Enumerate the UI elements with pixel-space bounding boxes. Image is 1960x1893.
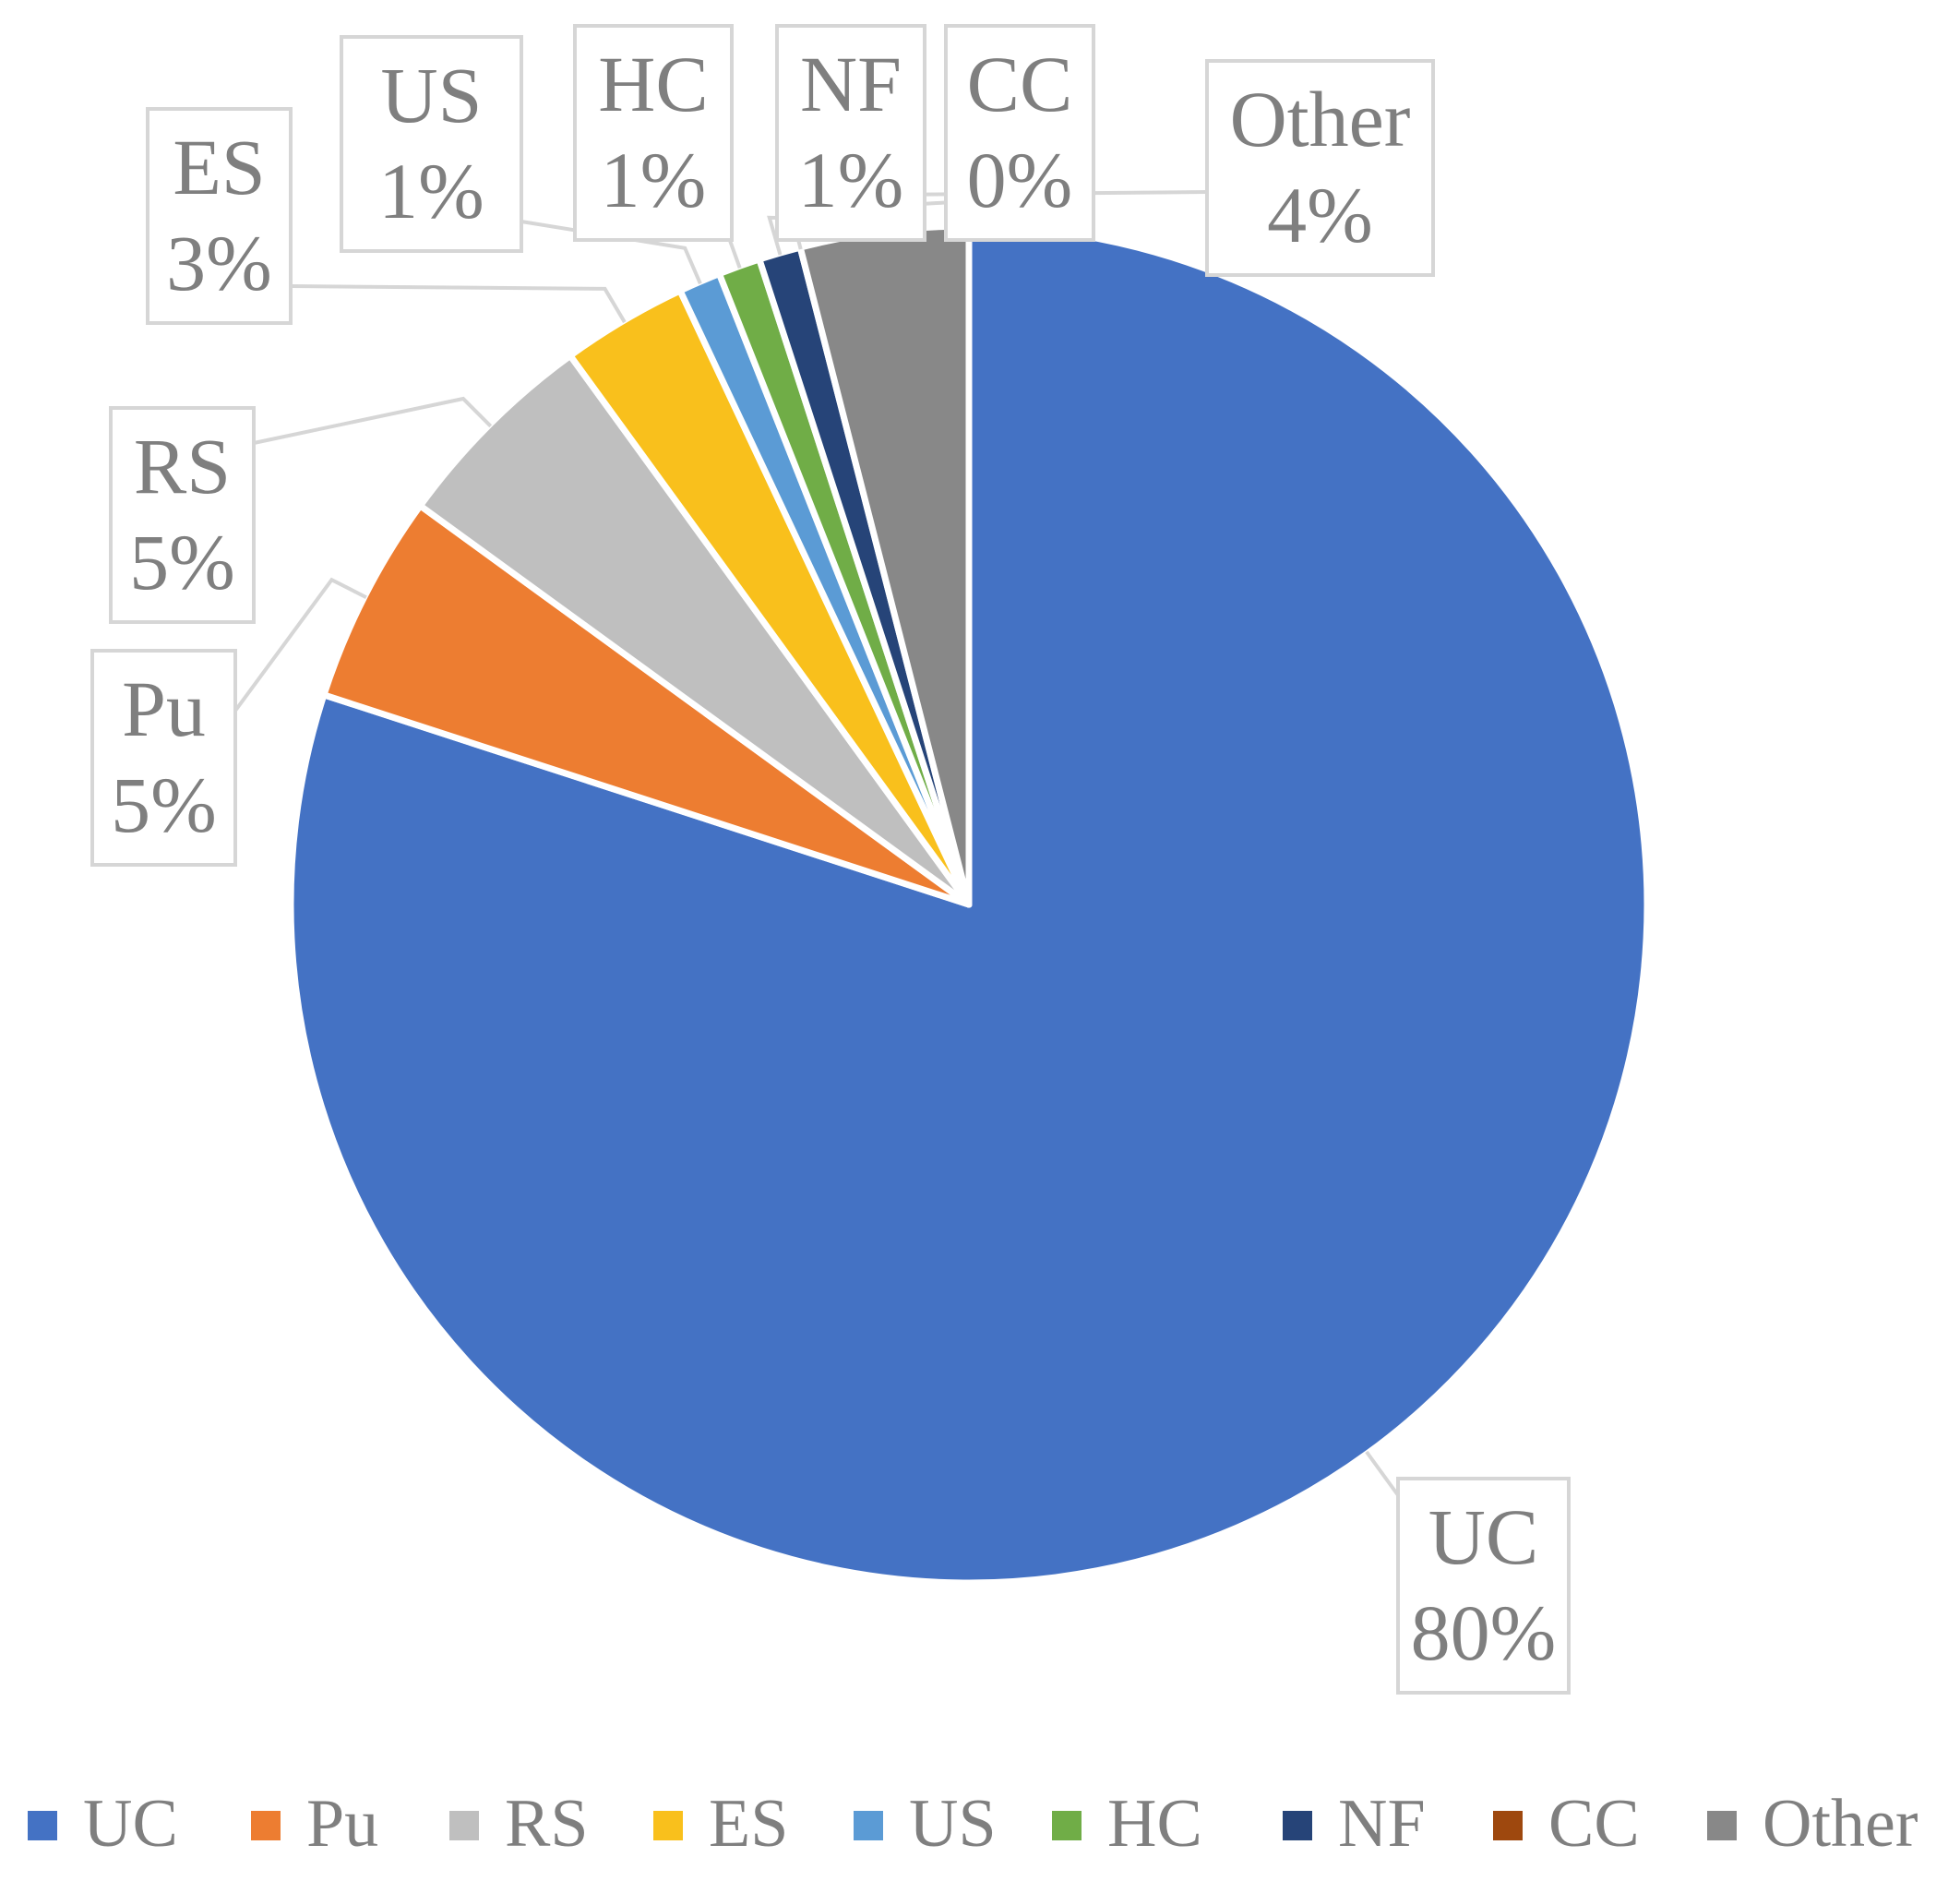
- legend-label-es: ES: [709, 1786, 788, 1862]
- data-label-name-es: ES: [173, 123, 265, 211]
- data-label-name-hc: HC: [598, 40, 708, 128]
- leader-line-es: [290, 284, 627, 324]
- legend-swatch-rs: [449, 1811, 479, 1840]
- data-label-box-hc: [573, 24, 734, 242]
- data-label-name-nf: NF: [800, 40, 902, 128]
- legend-swatch-pu: [251, 1811, 281, 1840]
- data-label-value-nf: 1%: [798, 136, 904, 224]
- legend-label-nf: NF: [1338, 1786, 1426, 1862]
- data-label-value-uc: 80%: [1411, 1588, 1557, 1677]
- data-label-box-nf: [775, 24, 926, 242]
- legend-swatch-cc: [1493, 1811, 1523, 1840]
- data-label-box-es: [146, 107, 293, 325]
- pie-slices: [287, 222, 1651, 1587]
- data-label-name-cc: CC: [967, 40, 1073, 128]
- legend-label-pu: Pu: [306, 1786, 378, 1862]
- data-label-value-us: 1%: [378, 147, 484, 235]
- legend-label-other: Other: [1763, 1786, 1918, 1862]
- legend-swatch-uc: [28, 1811, 57, 1840]
- data-label-box-rs: [109, 406, 256, 624]
- legend-label-cc: CC: [1548, 1786, 1640, 1862]
- data-label-box-other: [1205, 59, 1435, 277]
- legend-swatch-hc: [1052, 1811, 1082, 1840]
- legend-swatch-us: [854, 1811, 883, 1840]
- leader-line-uc: [1365, 1450, 1400, 1497]
- data-label-name-rs: RS: [134, 422, 231, 510]
- data-label-value-pu: 5%: [111, 761, 217, 849]
- leader-line-rs: [253, 396, 493, 445]
- data-label-value-other: 4%: [1267, 171, 1373, 259]
- data-label-name-uc: UC: [1428, 1492, 1538, 1581]
- legend-swatch-other: [1707, 1811, 1737, 1840]
- data-label-name-pu: Pu: [122, 665, 206, 753]
- legend-label-rs: RS: [505, 1786, 589, 1862]
- data-label-box-pu: [90, 649, 237, 867]
- data-label-name-other: Other: [1230, 75, 1411, 163]
- data-label-box-cc: [944, 24, 1095, 242]
- data-label-value-rs: 5%: [129, 518, 235, 606]
- legend-label-us: US: [909, 1786, 997, 1862]
- data-label-value-hc: 1%: [601, 136, 707, 224]
- leader-line-pu: [233, 577, 367, 713]
- legend-label-uc: UC: [83, 1786, 178, 1862]
- data-label-value-es: 3%: [166, 219, 272, 307]
- legend-label-hc: HC: [1107, 1786, 1202, 1862]
- legend: UC Pu RS ES US HC NF CC Other: [28, 1786, 1918, 1862]
- data-label-box-uc: [1396, 1477, 1571, 1695]
- legend-swatch-nf: [1283, 1811, 1312, 1840]
- data-label-value-cc: 0%: [967, 136, 1073, 224]
- data-label-box-us: [340, 35, 523, 253]
- data-label-name-us: US: [381, 51, 483, 139]
- legend-swatch-es: [653, 1811, 683, 1840]
